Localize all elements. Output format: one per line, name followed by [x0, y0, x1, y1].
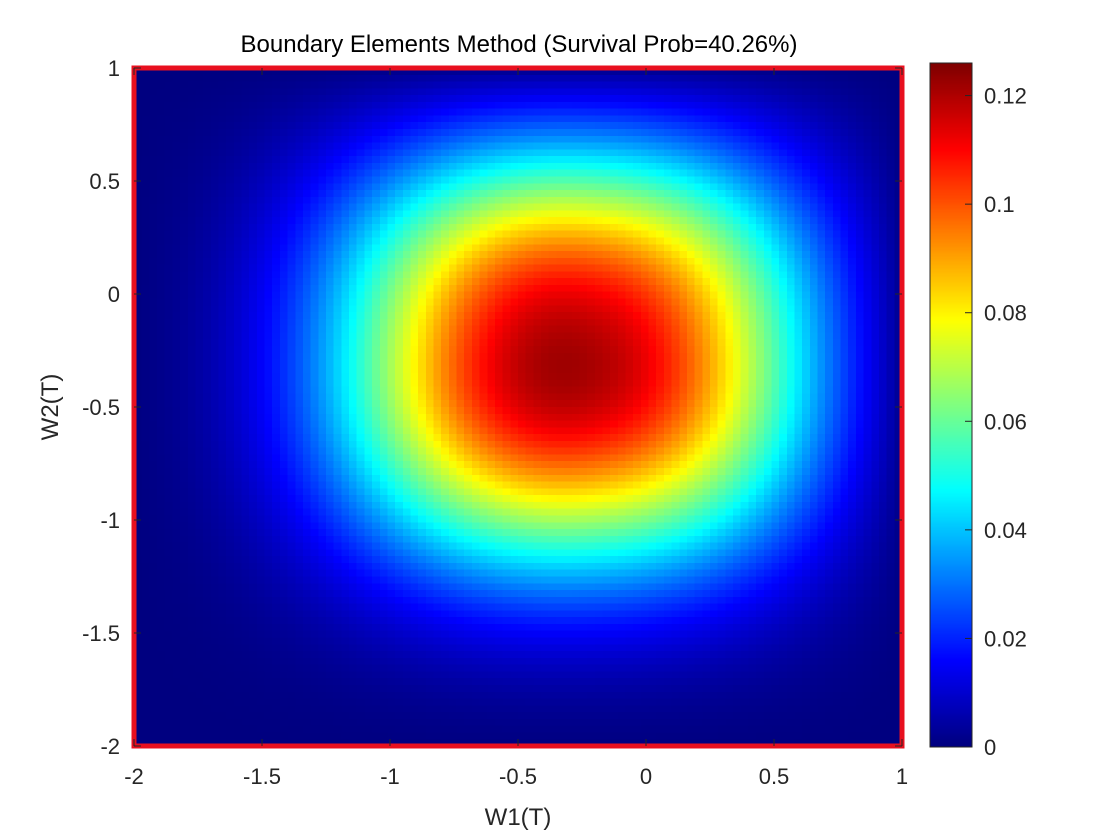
y-axis-ticks: 1 0.5 0 -0.5 -1 -1.5 -2 — [82, 56, 902, 759]
x-tick-label: -0.5 — [499, 764, 537, 789]
x-tick-label: 0.5 — [759, 764, 790, 789]
y-tick-label: -1 — [100, 508, 120, 533]
colorbar-tick-label: 0 — [984, 735, 996, 760]
colorbar-tick-label: 0.04 — [984, 518, 1027, 543]
colorbar-tick-label: 0.06 — [984, 409, 1027, 434]
colorbar-ticks: 0.12 0.1 0.08 0.06 0.04 0.02 0 — [965, 84, 1027, 760]
heatmap-plot — [131, 65, 905, 749]
y-tick-label: 0.5 — [89, 169, 120, 194]
x-axis-ticks: -2 -1.5 -1 -0.5 0 0.5 1 — [124, 68, 908, 789]
colorbar-tick-label: 0.08 — [984, 301, 1027, 326]
x-tick-label: -2 — [124, 764, 144, 789]
y-axis-title: W2(T) — [37, 374, 64, 441]
x-tick-label: 1 — [896, 764, 908, 789]
chart-title: Boundary Elements Method (Survival Prob=… — [241, 31, 798, 58]
x-axis-title: W1(T) — [485, 804, 552, 831]
y-tick-label: 0 — [108, 282, 120, 307]
y-tick-label: -2 — [100, 734, 120, 759]
heatmap-canvas — [134, 68, 902, 746]
colorbar-tick-label: 0.02 — [984, 626, 1027, 651]
y-tick-label: -1.5 — [82, 621, 120, 646]
colorbar: 0.12 0.1 0.08 0.06 0.04 0.02 0 — [929, 62, 1027, 760]
colorbar-tick-label: 0.12 — [984, 84, 1027, 109]
x-tick-label: 0 — [640, 764, 652, 789]
y-tick-label: -0.5 — [82, 395, 120, 420]
colorbar-tick-label: 0.1 — [984, 192, 1015, 217]
colorbar-canvas — [930, 63, 972, 747]
colorbar-frame — [929, 62, 973, 748]
y-tick-label: 1 — [108, 56, 120, 81]
x-tick-label: -1 — [380, 764, 400, 789]
x-tick-label: -1.5 — [243, 764, 281, 789]
